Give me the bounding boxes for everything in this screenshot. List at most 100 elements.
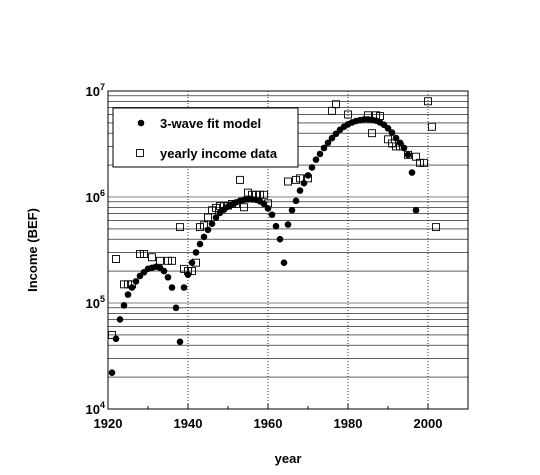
income-data-point [376,112,384,121]
fit-model-point [292,197,300,205]
income-data-point [420,158,428,167]
income-data-point [196,223,204,232]
fit-model-point [132,278,140,285]
income-data-point [396,142,404,151]
income-data-point [328,106,336,115]
fit-model-point [196,240,204,248]
fit-model-point [284,221,292,228]
fit-model-point [208,220,216,227]
income-data-point [428,122,436,131]
fit-model-point [312,156,320,163]
fit-model-point [324,139,332,147]
income-data-point [392,142,400,151]
income-data-point [404,150,412,159]
fit-model-point [296,187,304,194]
legend-marker-data [136,149,144,157]
income-data-point [264,199,272,208]
fit-model-point [108,369,116,377]
fit-model-point [304,172,312,179]
income-data-point [124,280,132,289]
fit-model-point [308,164,316,171]
income-data-point [236,175,244,184]
income-data-point [108,330,116,339]
income-data-point [128,280,136,289]
income-data-point [260,190,268,199]
income-data-point [384,135,392,144]
income-data-point [148,253,156,262]
income-data-point [332,100,340,109]
fit-model-point [328,134,336,142]
fit-model-point [260,200,268,208]
y-tick-label: 107 [86,82,105,99]
income-data-point [412,152,420,161]
income-data-point [232,199,240,208]
grid [108,91,468,409]
fit-model-point [408,169,416,176]
fit-model-point [120,302,128,309]
income-data-point [188,267,196,276]
fit-model-point [192,249,200,256]
y-tick-base: 10 [86,296,100,311]
income-data-point [120,280,128,289]
y-tick-label: 104 [86,400,105,417]
y-tick-exponent: 4 [100,400,105,410]
x-axis-label: year [275,451,302,466]
income-data-point [204,213,212,222]
income-data-point [224,201,232,210]
x-tick-label: 1960 [254,416,283,431]
x-tick-label: 1920 [94,416,123,431]
income-data-point [212,203,220,212]
legend-label-fit: 3-wave fit model [160,116,261,131]
fit-model-point [280,259,288,266]
income-data-point [368,129,376,138]
income-data-point [140,250,148,258]
fit-model-point [264,205,272,212]
fit-model-point [212,214,220,221]
fit-model-point [112,335,120,343]
income-data-point [372,111,380,120]
y-tick-base: 10 [86,190,100,205]
fit-model-point [200,233,208,241]
income-data-point [216,202,224,211]
fit-model-point [164,273,172,281]
income-data-point [220,202,228,211]
income-data-point [192,258,200,267]
income-data-point [168,256,176,265]
fit-model-point [116,316,124,323]
fit-model-point [180,284,188,291]
fit-model-point [404,151,412,159]
y-tick-exponent: 7 [100,82,105,92]
fit-model-point [388,129,396,136]
y-axis-label: Income (BEF) [25,208,40,292]
fit-model-point [320,144,328,152]
y-tick-exponent: 6 [100,188,105,198]
income-data-point [112,255,120,263]
y-tick-exponent: 5 [100,294,105,304]
x-tick-label: 1980 [334,416,363,431]
fit-model-point [160,267,168,275]
x-tick-label: 2000 [414,416,443,431]
income-data-point [416,158,424,167]
fit-model-point [124,291,132,298]
plot-frame [107,90,469,410]
fit-model-point [384,124,392,132]
income-data-point [252,190,260,199]
fit-model-point [172,304,180,312]
income-data-point [364,111,372,120]
income-data-point [240,203,248,212]
income-data-point [292,175,300,184]
income-data-point [200,221,208,230]
income-data-point [176,223,184,232]
legend: 3-wave fit model yearly income data [112,107,299,168]
fit-model-point [176,338,184,346]
income-data-point [424,97,432,106]
legend-marker-fit [137,119,145,127]
income-data-point [164,256,172,265]
income-data-point [296,174,304,183]
fit-model-point [272,222,280,230]
income-data-point [228,199,236,208]
income-data-point [256,190,264,199]
y-tick-base: 10 [86,402,100,417]
